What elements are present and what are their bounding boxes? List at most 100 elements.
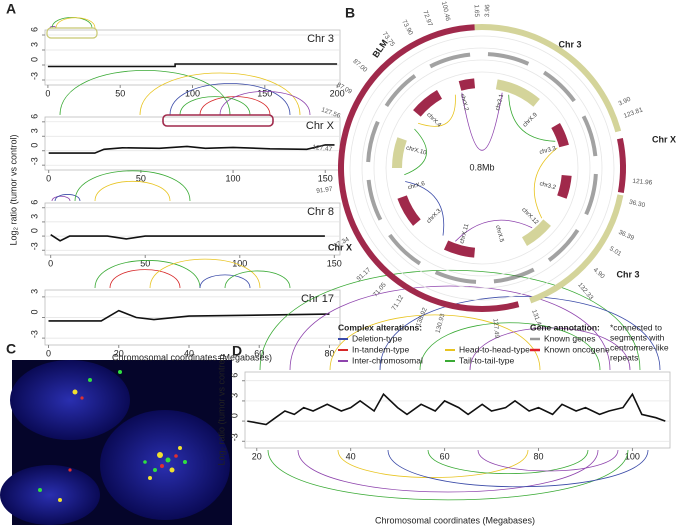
x-tick-label: 0 (48, 258, 53, 268)
y-axis-label: Log₂ ratio (tumor vs control) (8, 134, 18, 245)
x-tick-label: 200 (330, 88, 345, 98)
x-tick-label: 150 (327, 258, 342, 268)
y-tick-label: 6 (229, 373, 239, 378)
y-tick-label: -3 (229, 433, 239, 441)
data-track (493, 267, 535, 284)
x-tick-label: 0 (46, 348, 51, 358)
rearrangement-arc (109, 269, 181, 289)
tick-label: 123.81 (623, 106, 644, 120)
highlight-box (162, 114, 274, 127)
tick-label: 5.01 (608, 245, 623, 258)
rearrangement-arc (427, 449, 589, 474)
tick-label: 100.46 (440, 1, 451, 22)
segment-block (397, 195, 421, 226)
track-ring (373, 59, 591, 277)
y-tick-label: 6 (29, 27, 39, 32)
tick-label: 36.30 (628, 199, 646, 210)
segment-block (551, 123, 569, 148)
panel-label: D (232, 343, 242, 359)
link (404, 128, 427, 176)
link (533, 147, 558, 219)
link (461, 92, 503, 151)
panel-label: B (345, 5, 355, 21)
legend-note: segments with (610, 332, 665, 342)
segment-block (557, 174, 572, 199)
segment-block (392, 137, 407, 168)
rearrangement-arc (94, 180, 171, 202)
rearrangement-arc (267, 449, 629, 501)
y-tick-label: 3 (29, 42, 39, 47)
segment-block (495, 79, 540, 107)
segment-block (458, 78, 476, 91)
legend-note: *connected to (610, 322, 662, 332)
rearrangement-arc (54, 194, 81, 202)
x-tick-label: 100 (226, 173, 241, 183)
tick-label: 127.47 (312, 144, 333, 153)
rearrangement-arc (259, 269, 641, 371)
plot-area (44, 116, 341, 171)
legend-title: Gene annotation: (530, 322, 600, 332)
segment-label: chrX.5 (494, 225, 504, 244)
segment-label: chr3.2 (539, 181, 557, 191)
legend-label: Inter-chromosomal (352, 355, 423, 365)
cn-profile (48, 144, 335, 154)
data-track (384, 74, 417, 108)
link (405, 181, 445, 236)
x-tick-label: 60 (254, 348, 264, 358)
y-tick-label: 3 (29, 214, 39, 219)
tick-label: 130.93 (435, 313, 447, 334)
segment-block (443, 240, 476, 258)
cn-profile (47, 63, 338, 68)
panel-label: A (6, 1, 16, 17)
y-tick-label: 0 (29, 310, 39, 315)
data-track (429, 52, 471, 69)
rearrangement-arc (477, 449, 619, 472)
chart-title: Chr 3 (307, 33, 334, 45)
tick-label: 36.39 (617, 229, 635, 242)
data-track (584, 173, 598, 216)
chart-title: Chr X (306, 120, 335, 132)
rearrangement-arc (219, 91, 311, 116)
y-tick-label: 0 (29, 228, 39, 233)
cn-profile (48, 309, 330, 322)
tick-label: 4.90 (592, 267, 606, 281)
y-tick-label: 6 (29, 200, 39, 205)
tick-label: 3.96 (484, 4, 491, 17)
rearrangement-arc (469, 327, 631, 371)
rearrangement-arc (199, 274, 251, 289)
x-tick-label: 100 (185, 88, 200, 98)
link (455, 219, 533, 242)
data-track (581, 115, 598, 157)
x-tick-label: 40 (184, 348, 194, 358)
micrograph (0, 360, 232, 525)
cn-profile (247, 392, 666, 426)
x-tick-label: 40 (346, 451, 356, 461)
cn-profile (50, 234, 325, 242)
plot-area (44, 29, 341, 86)
tick-label: 71.05 (372, 281, 388, 298)
chromosome-band (474, 24, 622, 133)
y-tick-label: 0 (29, 57, 39, 62)
tick-label: 121.96 (632, 178, 653, 187)
x-axis-label: Chromosomal coordinates (Megabases) (112, 352, 272, 362)
segment-block (413, 90, 442, 117)
tick-label: 132.33 (576, 282, 594, 302)
y-tick-label: 3 (229, 393, 239, 398)
tick-label: 71.12 (391, 294, 406, 312)
legend-label: Deletion-type (352, 333, 402, 343)
track-ring (349, 35, 615, 301)
track-ring (385, 71, 579, 265)
segment-label: chrX.3 (426, 208, 443, 225)
segment-label: chrX.6 (407, 181, 426, 191)
chromosome-label: Chr 3 (616, 269, 639, 279)
rearrangement-arc (59, 70, 231, 116)
rearrangement-arc (94, 260, 201, 289)
y-tick-label: 0 (229, 413, 239, 418)
rearrangement-arc (337, 449, 529, 478)
y-tick-label: -3 (29, 72, 39, 80)
x-tick-label: 100 (232, 258, 247, 268)
highlight-box (46, 27, 98, 39)
center-label: 0.8Mb (469, 162, 494, 172)
x-axis-label: Chromosomal coordinates (Megabases) (375, 515, 535, 525)
